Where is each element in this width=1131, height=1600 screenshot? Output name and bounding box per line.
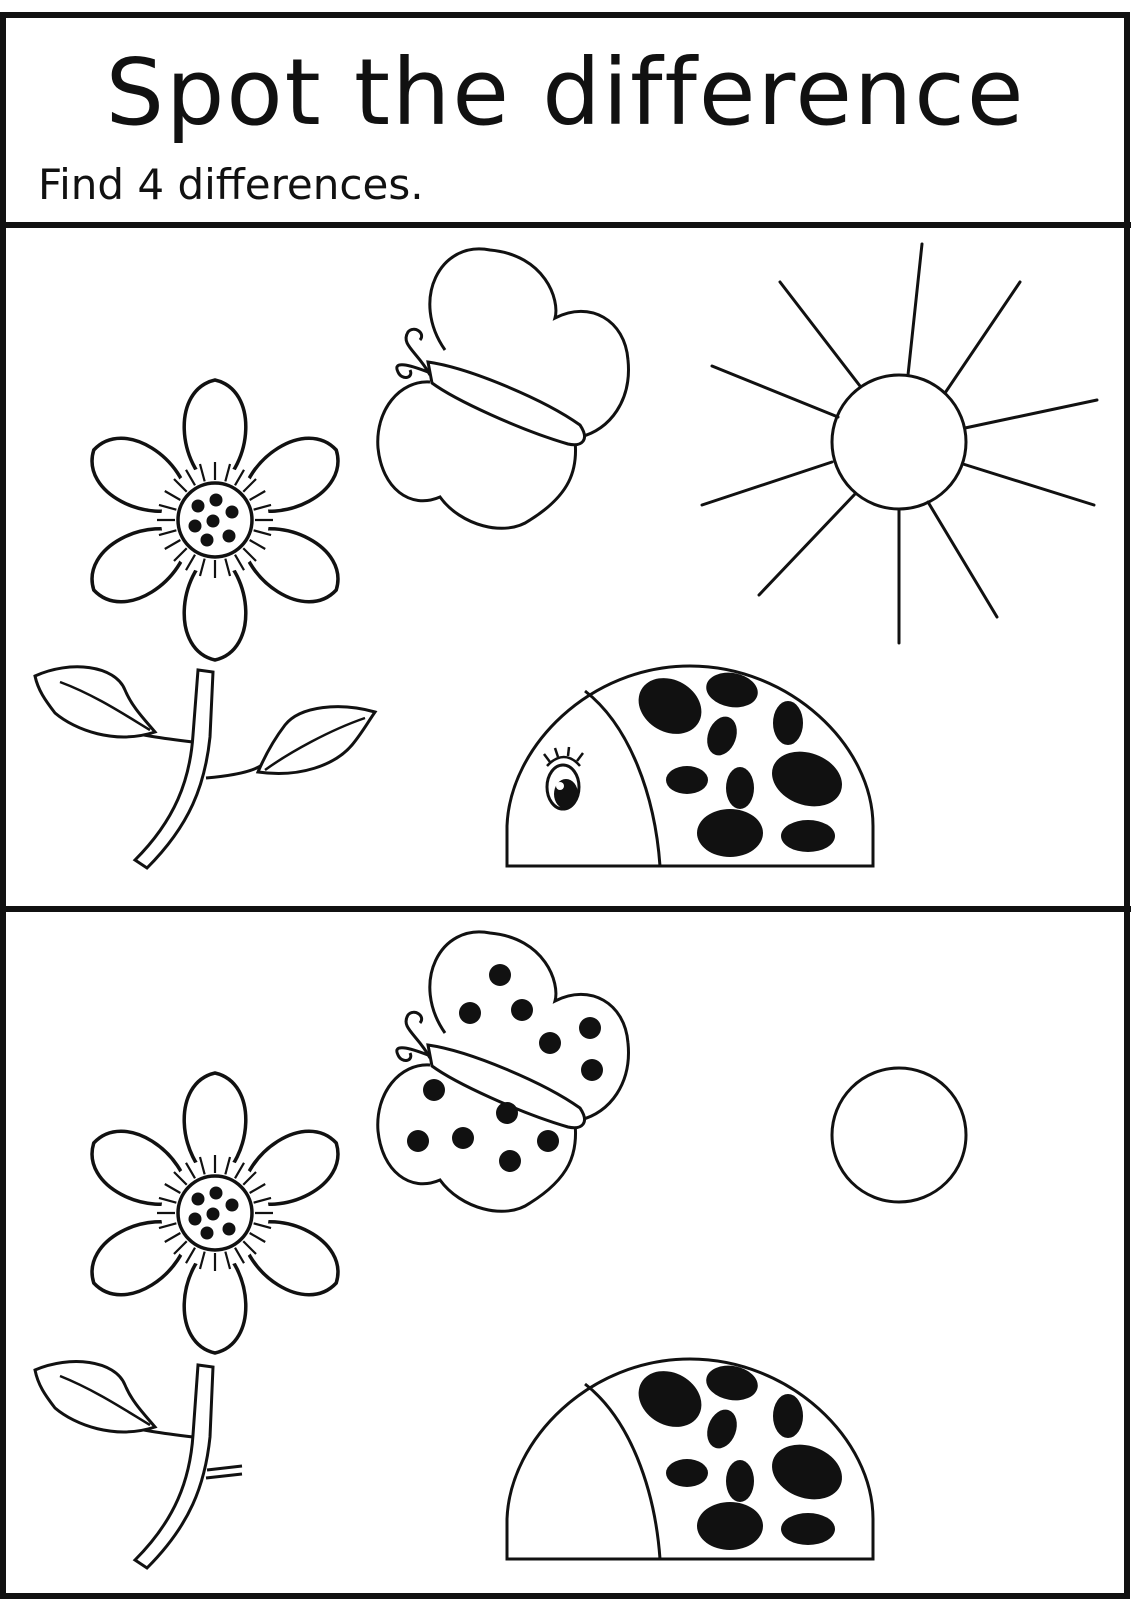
butterfly-icon-bottom bbox=[376, 930, 630, 1213]
ladybug-icon-bottom bbox=[505, 1357, 875, 1561]
flower-stem-top bbox=[33, 665, 378, 870]
sun-icon-bottom bbox=[830, 1066, 968, 1204]
bottom-panel bbox=[33, 930, 968, 1570]
butterfly-icon bbox=[376, 247, 630, 530]
sun-icon bbox=[700, 242, 1099, 645]
flower-icon-bottom bbox=[76, 1071, 354, 1355]
flower-icon bbox=[76, 378, 354, 662]
ladybug-eye-icon bbox=[543, 746, 584, 811]
instruction-text: Find 4 differences. bbox=[38, 160, 424, 209]
ladybug-icon bbox=[505, 664, 875, 868]
page-title: Spot the difference bbox=[105, 39, 1026, 146]
flower-stem-bottom bbox=[33, 1360, 243, 1570]
outer-border bbox=[0, 12, 1130, 1599]
top-panel bbox=[33, 242, 1099, 870]
